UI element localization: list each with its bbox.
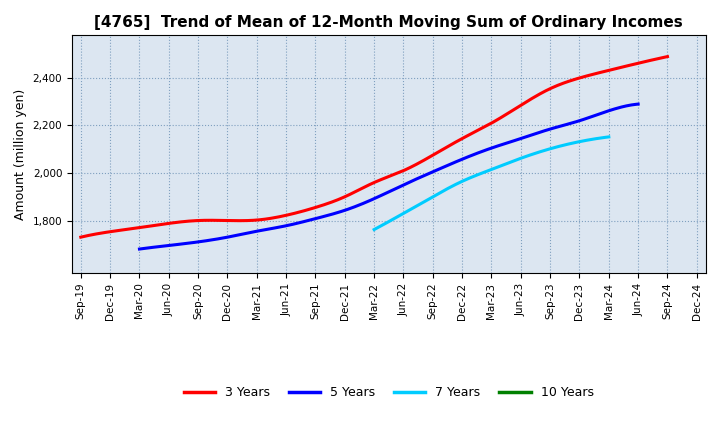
Y-axis label: Amount (million yen): Amount (million yen) [14,88,27,220]
Title: [4765]  Trend of Mean of 12-Month Moving Sum of Ordinary Incomes: [4765] Trend of Mean of 12-Month Moving … [94,15,683,30]
Legend: 3 Years, 5 Years, 7 Years, 10 Years: 3 Years, 5 Years, 7 Years, 10 Years [179,381,598,404]
